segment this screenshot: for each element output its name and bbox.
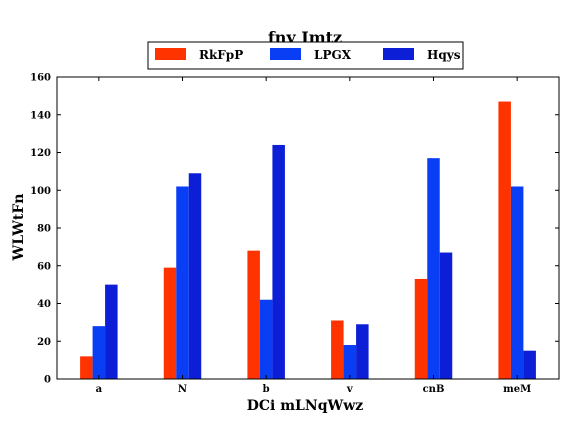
bar	[414, 278, 428, 379]
bar	[439, 252, 453, 379]
x-tick-label: meM	[503, 384, 531, 395]
y-tick-label: 160	[30, 73, 51, 84]
bar	[247, 250, 260, 379]
x-tick-label: cnB	[423, 384, 445, 395]
bar	[356, 324, 369, 379]
legend-label: LPGX	[314, 48, 352, 62]
y-tick-label: 20	[37, 337, 51, 348]
bar	[80, 356, 93, 379]
y-tick-label: 100	[30, 186, 51, 197]
x-axis-label: DCi mLNqWwz	[247, 398, 363, 414]
legend-label: RkFpP	[199, 48, 243, 62]
bars-group	[80, 101, 536, 379]
legend-swatch	[383, 48, 414, 60]
bar	[523, 350, 536, 379]
x-tick-label: N	[178, 384, 187, 395]
x-tick-label: a	[96, 384, 103, 395]
x-tick-label: b	[263, 384, 270, 395]
bar	[163, 267, 177, 379]
y-tick-label: 80	[37, 224, 51, 235]
bar	[331, 320, 344, 379]
bar	[498, 101, 511, 379]
bar	[259, 299, 273, 379]
bar	[105, 284, 118, 379]
bar	[176, 186, 189, 379]
legend-box	[147, 41, 464, 70]
plot-frame	[56, 76, 560, 380]
y-tick-label: 40	[37, 299, 51, 310]
y-tick-label: 0	[44, 375, 51, 386]
legend: RkFpP LPGX Hqys	[147, 41, 464, 70]
bar	[343, 345, 357, 379]
y-tick-label: 60	[37, 261, 51, 272]
bar	[510, 186, 524, 379]
y-tick-label: 120	[30, 148, 51, 159]
legend-label: Hqys	[427, 48, 461, 62]
x-tick-label: v	[346, 384, 354, 395]
y-axis-label: WLWtFn	[11, 194, 27, 262]
bar	[427, 158, 440, 379]
y-tick-label: 140	[30, 110, 51, 121]
legend-swatch	[270, 48, 301, 60]
legend-swatch	[155, 48, 186, 60]
bar	[272, 144, 285, 379]
bar	[188, 173, 202, 379]
bar	[92, 326, 106, 379]
